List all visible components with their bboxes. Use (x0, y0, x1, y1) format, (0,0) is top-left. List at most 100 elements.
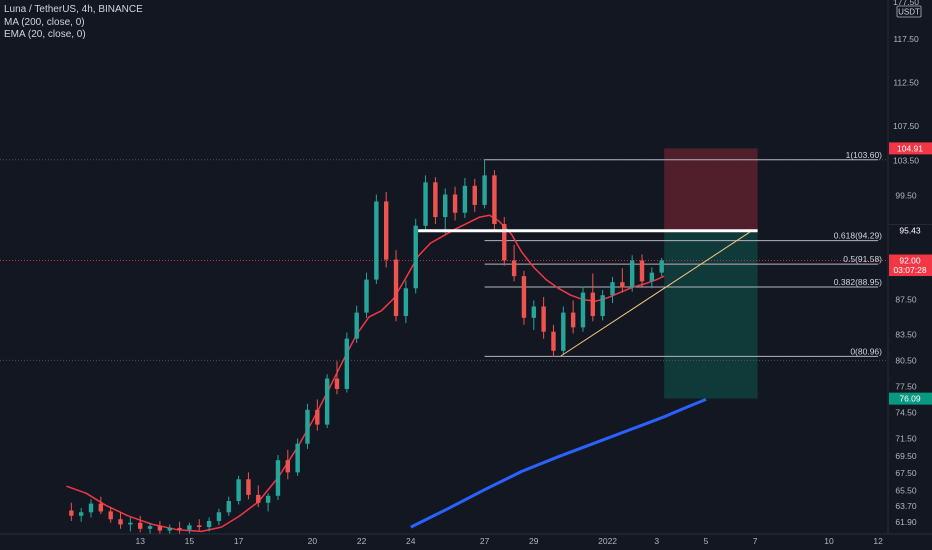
candle-body (78, 512, 84, 516)
candle-body (521, 276, 527, 318)
time-tick-label: 24 (406, 536, 416, 546)
price-tick-label: 61.90 (895, 517, 917, 527)
price-tick-label: 74.50 (895, 407, 917, 417)
time-tick-label: 13 (135, 536, 145, 546)
price-tag-label: 76.09 (899, 394, 921, 404)
candle-body (393, 259, 399, 317)
time-tick-label: 7 (753, 536, 758, 546)
price-tag-background (889, 254, 932, 267)
horizontal-dotted-lines (0, 159, 888, 361)
candle-body (403, 288, 409, 317)
candle-body (334, 378, 340, 389)
time-tick-label: 2022 (598, 536, 617, 546)
price-tag-background (889, 142, 932, 155)
time-axis-background (0, 534, 932, 550)
candle-body (610, 282, 615, 296)
price-tick-label: 83.50 (895, 329, 917, 339)
price-tick-label: 103.50 (893, 156, 919, 166)
fib-level-label: 0.5(91.58) (843, 254, 882, 264)
price-tag-label: 104.91 (897, 143, 923, 153)
candle-body (167, 527, 172, 531)
candle-body (629, 260, 635, 288)
candle-body (433, 182, 438, 218)
time-tick-label: 20 (308, 536, 318, 546)
candle-body (324, 378, 330, 425)
candle-body (197, 525, 202, 528)
price-tick-label: 77.50 (895, 381, 917, 391)
candle-body (246, 479, 251, 495)
currency-label: USDT (898, 8, 920, 17)
candle-body (570, 312, 576, 328)
ma-200-path (410, 398, 707, 529)
ma-200-line (410, 398, 707, 529)
candle-body (472, 185, 477, 205)
candle-body (462, 185, 468, 213)
candle-body (639, 260, 645, 282)
long-short-position-tool[interactable] (664, 148, 758, 399)
price-tag-label: 92.00 (899, 255, 921, 265)
candle-body (265, 495, 271, 503)
time-tick-label: 3 (654, 536, 659, 546)
candle-body (108, 511, 113, 520)
candle-body (423, 182, 428, 226)
candle-body (443, 194, 448, 218)
candle-body (295, 443, 300, 473)
time-tick-label: 12 (873, 536, 883, 546)
currency-box (896, 5, 922, 18)
symbol-title: Luna / TetherUS, 4h, BINANCE (4, 4, 143, 15)
fib-level-label: 0(80.96) (850, 346, 882, 356)
ma-indicator-label[interactable]: MA (200, close, 0) (4, 16, 85, 28)
candle-body (236, 479, 241, 502)
price-tick-label: 107.50 (893, 121, 919, 131)
fib-level-label: 0.618(94.29) (834, 231, 882, 241)
price-tick-label: 117.50 (893, 34, 919, 44)
price-tick-label: 112.50 (893, 77, 919, 87)
drawings[interactable] (418, 229, 758, 357)
candle-body (128, 522, 133, 525)
price-tick-label: 67.50 (895, 468, 917, 478)
candle-body (157, 526, 163, 531)
time-tick-label: 27 (480, 536, 490, 546)
candle-body (118, 519, 123, 525)
candle-body (256, 494, 261, 503)
candle-body (206, 520, 212, 528)
price-tag-background (889, 224, 932, 237)
ema-indicator-label[interactable]: EMA (20, close, 0) (4, 29, 86, 40)
price-tick-label: 65.50 (895, 486, 917, 496)
candle-body (590, 292, 596, 317)
trend-line (560, 231, 751, 357)
candle-body (275, 460, 281, 496)
price-tag-label: 95.43 (899, 226, 921, 236)
candle-body (187, 525, 192, 530)
price-tick-label: 63.70 (895, 501, 917, 511)
price-axis-top-label: 177.50 (893, 0, 919, 7)
candle-body (226, 501, 231, 513)
fib-retracement[interactable]: 1(103.60) 0.618(94.29) 0.5(91.58) 0.382(88.… (484, 150, 883, 357)
candle-body (315, 409, 320, 425)
price-tick-label: 80.50 (895, 355, 917, 365)
time-axis[interactable]: 13 15 17 20 22 24 27 29 2022 3 5 7 10 12 (0, 533, 932, 550)
candle-body (511, 260, 517, 277)
candle-body (344, 338, 350, 389)
take-profit-zone (664, 230, 758, 399)
candle-body (541, 306, 546, 332)
price-tick-label: 71.50 (895, 433, 917, 443)
candle-body (305, 409, 310, 444)
candle-body (177, 527, 182, 530)
candle-body (482, 175, 487, 205)
candle-body (138, 522, 143, 529)
candle-body (531, 306, 536, 318)
candle-body (88, 503, 94, 513)
candle-body (502, 224, 507, 261)
fib-level-label: 0.382(88.95) (834, 277, 882, 287)
candle-body (649, 272, 655, 282)
candle-body (69, 510, 74, 516)
candle-body (216, 512, 222, 521)
time-tick-label: 10 (824, 536, 834, 546)
fib-level-label: 1(103.60) (846, 150, 883, 160)
candle-body (285, 460, 291, 473)
time-tick-label: 22 (357, 536, 367, 546)
price-tick-label: 87.50 (895, 295, 917, 305)
